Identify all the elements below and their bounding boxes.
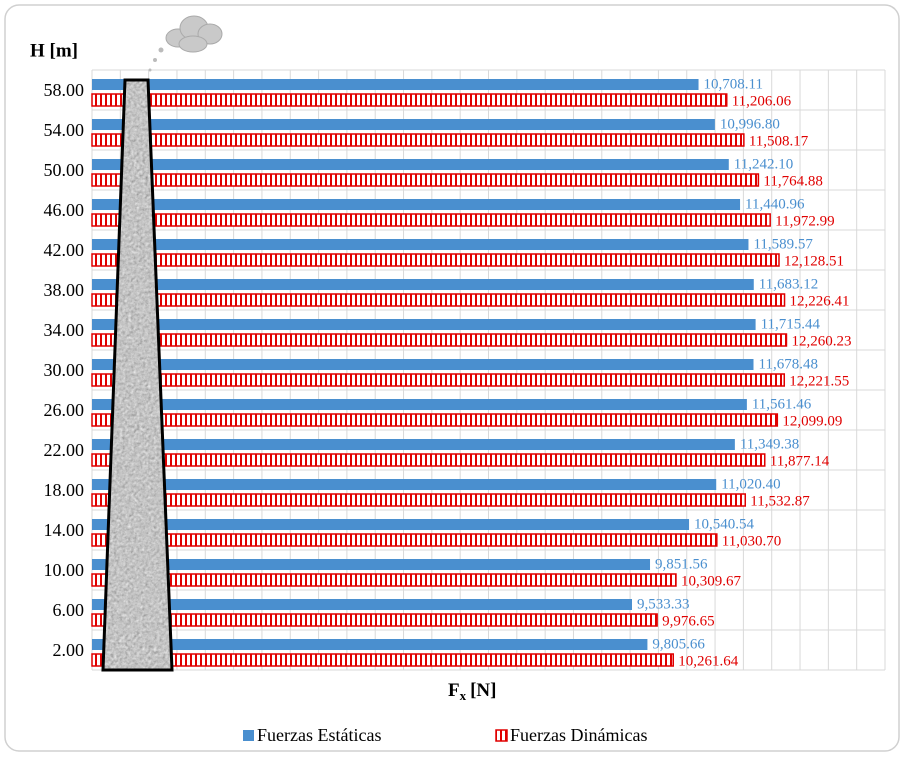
bar [91, 453, 766, 467]
bar [92, 599, 632, 610]
bar [91, 133, 745, 147]
bar [92, 639, 648, 650]
value-label: 9,533.33 [637, 596, 690, 612]
bar [92, 119, 715, 130]
bar [92, 199, 741, 210]
y-tick-label: 10.00 [44, 560, 85, 580]
value-label: 12,260.23 [791, 333, 851, 349]
y-tick-label: 38.00 [44, 280, 85, 300]
value-label: 11,242.10 [734, 156, 793, 172]
value-label: 10,708.11 [704, 76, 763, 92]
bar [91, 413, 779, 427]
bar [91, 213, 771, 227]
value-label: 11,020.40 [721, 476, 780, 492]
value-label: 9,805.66 [652, 636, 705, 652]
value-label: 10,996.80 [720, 116, 780, 132]
value-label: 11,877.14 [770, 453, 830, 469]
y-tick-label: 42.00 [44, 240, 85, 260]
y-tick-label: 6.00 [53, 600, 85, 620]
value-label: 11,508.17 [749, 133, 809, 149]
x-axis-title-unit: [N] [470, 680, 496, 701]
bar [91, 373, 786, 387]
bar [92, 319, 756, 330]
y-tick-label: 18.00 [44, 480, 85, 500]
value-label: 10,261.64 [678, 653, 739, 669]
bar [92, 359, 754, 370]
value-label: 11,972.99 [775, 213, 834, 229]
legend-item: Fuerzas Estáticas [243, 725, 381, 745]
y-tick-label: 46.00 [44, 200, 85, 220]
value-label: 12,099.09 [782, 413, 842, 429]
bar [91, 573, 677, 587]
value-label: 11,678.48 [759, 356, 818, 372]
value-label: 11,532.87 [750, 493, 810, 509]
bar [91, 493, 747, 507]
value-label: 11,683.12 [759, 276, 818, 292]
bar [91, 333, 788, 347]
bar [92, 439, 735, 450]
legend-swatch [495, 729, 508, 742]
value-label: 10,540.54 [694, 516, 755, 532]
y-tick-label: 2.00 [53, 640, 85, 660]
y-tick-label: 30.00 [44, 360, 85, 380]
x-axis-title-sub: x [460, 688, 467, 703]
bar [92, 519, 690, 530]
value-label: 9,851.56 [655, 556, 708, 572]
bar [91, 173, 760, 187]
value-label: 11,206.06 [732, 93, 792, 109]
x-axis-title-main: F [448, 680, 460, 701]
legend-swatch [243, 730, 254, 741]
bar [92, 79, 699, 90]
value-label: 12,128.51 [784, 253, 844, 269]
legend-item: Fuerzas Dinámicas [495, 725, 647, 745]
bar [92, 399, 747, 410]
value-label: 11,349.38 [740, 436, 799, 452]
value-label: 9,976.65 [662, 613, 715, 629]
bar [92, 159, 729, 170]
y-tick-label: 26.00 [44, 400, 85, 420]
chimney-illustration [101, 15, 223, 672]
y-tick-label: 14.00 [44, 520, 85, 540]
bar [92, 479, 717, 490]
y-axis-title: H [m] [30, 40, 78, 61]
bar [91, 253, 780, 267]
bar [92, 239, 749, 250]
y-tick-label: 58.00 [44, 80, 85, 100]
value-label: 10,309.67 [681, 573, 742, 589]
legend-label: Fuerzas Estáticas [257, 725, 381, 745]
value-label: 11,561.46 [752, 396, 812, 412]
legend-label: Fuerzas Dinámicas [510, 725, 647, 745]
value-label: 11,589.57 [753, 236, 813, 252]
value-label: 12,226.41 [790, 293, 850, 309]
y-tick-label: 54.00 [44, 120, 85, 140]
x-axis-title: Fx [N] [448, 680, 497, 703]
bar [91, 613, 658, 627]
y-tick-label: 50.00 [44, 160, 85, 180]
y-tick-label: 34.00 [44, 320, 85, 340]
value-label: 11,715.44 [761, 316, 821, 332]
value-label: 11,030.70 [722, 533, 781, 549]
bar [92, 279, 754, 290]
y-tick-label: 22.00 [44, 440, 85, 460]
bar [91, 653, 674, 667]
value-label: 12,221.55 [789, 373, 849, 389]
bar [91, 533, 718, 547]
bar [92, 559, 651, 570]
bar [91, 93, 728, 107]
value-label: 11,764.88 [763, 173, 822, 189]
bar [91, 293, 786, 307]
value-label: 11,440.96 [745, 196, 805, 212]
